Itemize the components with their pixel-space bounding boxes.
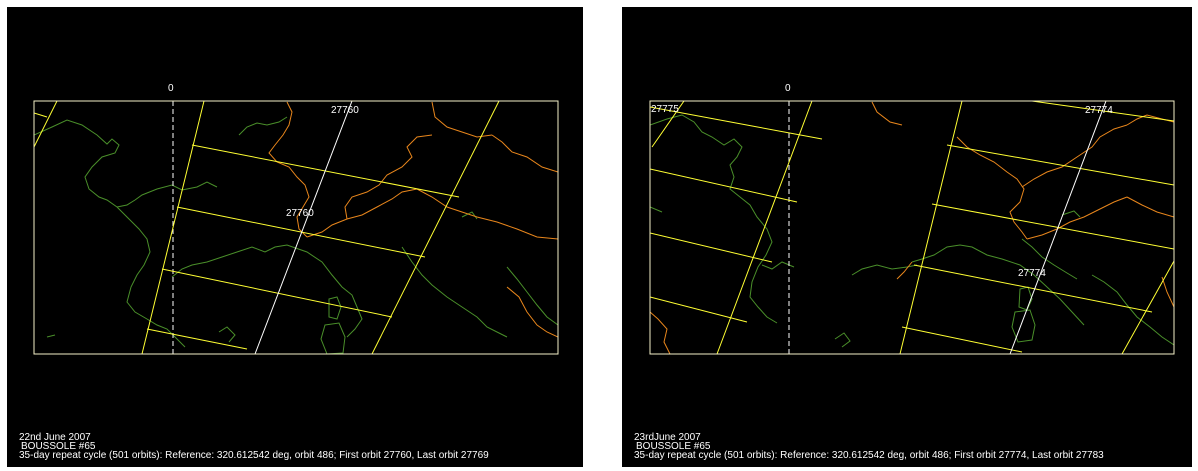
swath-edge bbox=[899, 101, 963, 354]
national-border bbox=[1026, 196, 1128, 240]
coastline bbox=[171, 244, 363, 338]
scan-line bbox=[650, 232, 773, 263]
coastline bbox=[218, 326, 236, 343]
caption-site: BOUSSOLE #65 bbox=[636, 441, 711, 452]
orbit-track-map-left bbox=[33, 100, 559, 355]
national-border bbox=[896, 261, 913, 280]
meridian-label: 0 bbox=[785, 83, 791, 94]
scan-line bbox=[650, 168, 798, 203]
scan-line bbox=[913, 264, 1153, 313]
caption-date: 22nd June 2007 bbox=[19, 432, 91, 443]
caption: 23rdJune 2007 BOUSSOLE #65 35-day repeat… bbox=[634, 432, 1104, 461]
island-sardinia bbox=[320, 322, 346, 354]
scan-line bbox=[650, 106, 823, 140]
scan-line bbox=[34, 112, 48, 118]
island-sardinia bbox=[1011, 309, 1036, 343]
national-border bbox=[506, 286, 558, 338]
coastline bbox=[34, 119, 186, 348]
scan-line bbox=[946, 144, 1174, 186]
national-border bbox=[431, 101, 493, 138]
scan-line bbox=[1031, 101, 1174, 122]
coastline bbox=[834, 332, 851, 348]
swath-edge bbox=[716, 101, 813, 354]
national-border bbox=[1161, 276, 1174, 308]
map-panel-left: 0 27760 27760 22nd June 2007 BOUSSOLE #6… bbox=[7, 7, 583, 467]
scan-line bbox=[161, 268, 393, 318]
orbit-number-top: 27774 bbox=[1085, 105, 1113, 116]
orbit-track-map-right bbox=[649, 100, 1175, 355]
map-frame bbox=[649, 100, 1175, 355]
national-border bbox=[344, 134, 433, 220]
map-panel-right: 0 27775 27774 27774 23rdJune 2007 BOUSSO… bbox=[622, 7, 1192, 467]
island-corsica bbox=[1018, 286, 1033, 311]
swath-edge bbox=[34, 101, 58, 148]
coastline bbox=[911, 244, 1085, 326]
swath-edge bbox=[371, 101, 500, 354]
island-corsica bbox=[328, 296, 342, 320]
scan-line bbox=[931, 203, 1174, 250]
coastline bbox=[650, 206, 663, 213]
orbit-track-line bbox=[254, 101, 353, 354]
orbit-number-corner: 27775 bbox=[651, 104, 679, 115]
orbit-number-mid: 27774 bbox=[1018, 268, 1046, 279]
coastline bbox=[761, 261, 795, 270]
caption-details: 35-day repeat cycle (501 orbits): Refere… bbox=[19, 450, 489, 461]
national-border bbox=[1126, 196, 1174, 218]
orbit-number-mid: 27760 bbox=[286, 208, 314, 219]
scan-line bbox=[650, 296, 748, 323]
coastline bbox=[650, 114, 778, 324]
coastline bbox=[851, 264, 918, 276]
scan-line bbox=[176, 206, 426, 258]
coastline bbox=[238, 116, 288, 136]
national-border bbox=[491, 134, 558, 173]
caption-details: 35-day repeat cycle (501 orbits): Refere… bbox=[634, 450, 1104, 461]
orbit-number-top: 27760 bbox=[331, 105, 359, 116]
scan-line bbox=[901, 326, 1023, 353]
national-border bbox=[268, 101, 310, 238]
national-border bbox=[306, 188, 418, 238]
national-border bbox=[1021, 124, 1128, 188]
swath-edge bbox=[651, 101, 685, 148]
orbit-track-line bbox=[1009, 101, 1107, 354]
swath-edge bbox=[141, 101, 205, 354]
map-frame bbox=[33, 100, 559, 355]
coastline bbox=[46, 334, 56, 338]
caption: 22nd June 2007 BOUSSOLE #65 35-day repea… bbox=[19, 432, 489, 461]
caption-date: 23rdJune 2007 bbox=[634, 432, 701, 443]
coastline bbox=[506, 266, 558, 326]
coastline bbox=[116, 181, 218, 208]
national-border bbox=[416, 188, 558, 240]
national-border bbox=[871, 101, 903, 126]
national-border bbox=[956, 136, 1028, 240]
coastline bbox=[1091, 274, 1174, 346]
meridian-label: 0 bbox=[168, 83, 174, 94]
coastline bbox=[1061, 210, 1081, 218]
swath-edge bbox=[1121, 260, 1174, 354]
coastline bbox=[1021, 238, 1078, 280]
caption-site: BOUSSOLE #65 bbox=[21, 441, 96, 452]
national-border bbox=[650, 311, 671, 354]
coastline bbox=[401, 246, 508, 338]
scan-line bbox=[146, 328, 248, 350]
